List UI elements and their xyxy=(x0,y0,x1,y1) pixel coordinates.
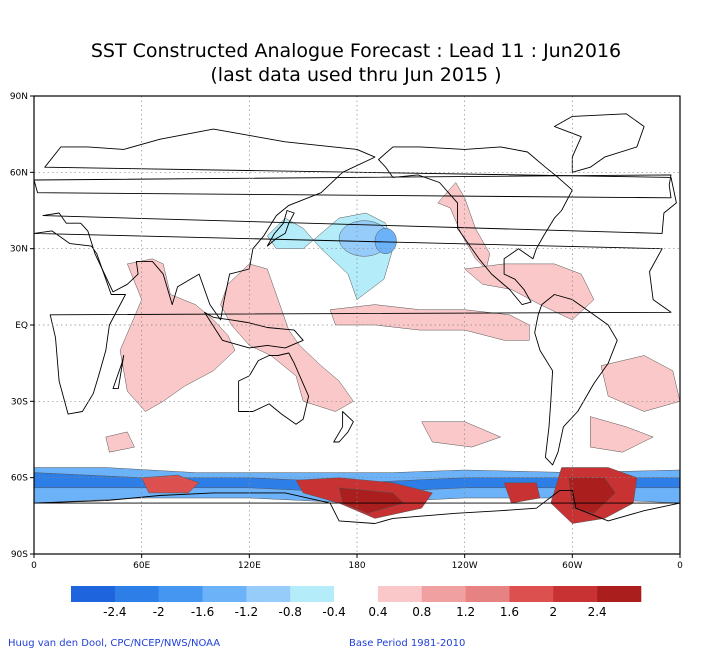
warm-anomaly-region-8 xyxy=(600,355,680,412)
warm-anomaly-region-9 xyxy=(590,416,654,453)
land-madagascar xyxy=(112,355,125,390)
colorbar-swatch-1 xyxy=(114,586,159,602)
land-eurasia xyxy=(42,128,677,321)
y-tick-label: 30S xyxy=(11,397,28,407)
warm-anomaly-region-7 xyxy=(464,263,595,321)
land-japan xyxy=(266,210,295,247)
warm-anomaly-region-10 xyxy=(421,421,501,448)
base-period-text: Base Period 1981-2010 xyxy=(349,638,466,649)
land-eurasia-wrap xyxy=(0,129,30,320)
land-north-america xyxy=(378,146,573,306)
y-tick-label: 60N xyxy=(10,168,28,178)
colorbar-swatch-9 xyxy=(465,586,510,602)
y-tick-label: 60S xyxy=(11,474,28,484)
land-indonesia xyxy=(204,311,304,349)
x-tick-label: 120E xyxy=(238,561,261,571)
colorbar-swatch-0 xyxy=(71,586,116,602)
colorbar-swatch-4 xyxy=(246,586,291,602)
land-antarctica xyxy=(34,489,680,524)
warm-anomaly-region-11 xyxy=(105,431,135,453)
x-tick-label: 60E xyxy=(133,561,150,571)
colorbar-label: -2 xyxy=(153,605,165,619)
colorbar-swatch-7 xyxy=(377,586,423,602)
colorbar-swatch-8 xyxy=(421,586,466,602)
colorbar-label: 2.4 xyxy=(588,605,607,619)
y-tick-label: 90S xyxy=(11,550,28,560)
colorbar-label: -0.8 xyxy=(279,605,302,619)
land-uk xyxy=(34,174,672,199)
colorbar-label: 1.2 xyxy=(456,605,475,619)
colorbar-swatch-2 xyxy=(158,586,203,602)
x-tick-label: 0 xyxy=(31,561,37,571)
credit-text: Huug van den Dool, CPC/NCEP/NWS/NOAA xyxy=(8,638,221,649)
y-tick-label: 90N xyxy=(10,92,28,102)
land-greenland xyxy=(553,113,645,173)
x-tick-label: 0 xyxy=(677,561,683,571)
colorbar-swatch-10 xyxy=(509,586,554,602)
colorbar-swatch-3 xyxy=(202,586,247,602)
colorbar-swatch-11 xyxy=(553,586,598,602)
y-tick-label: EQ xyxy=(15,321,28,331)
warm-anomaly-region-16 xyxy=(338,487,404,514)
colorbar-label: 0.8 xyxy=(412,605,431,619)
colorbar-label: -2.4 xyxy=(103,605,126,619)
colorbar-swatch-12 xyxy=(597,586,642,602)
colorbar-label: -0.4 xyxy=(322,605,345,619)
colorbar-label: 2 xyxy=(549,605,557,619)
cold-anomaly-region-2 xyxy=(374,228,397,255)
land-australia xyxy=(238,352,310,425)
land-south-america xyxy=(534,294,618,466)
colorbar-label: 0.4 xyxy=(368,605,387,619)
x-tick-label: 60W xyxy=(562,561,582,571)
land-africa xyxy=(34,230,672,415)
colorbar-swatch-5 xyxy=(290,586,335,602)
x-tick-label: 180 xyxy=(348,561,365,571)
land-new-zealand xyxy=(333,411,354,443)
warm-anomaly-region-14 xyxy=(141,474,200,494)
warm-anomaly-region-4 xyxy=(119,258,236,412)
warm-anomaly-region-3 xyxy=(437,182,491,270)
colorbar-label: 1.6 xyxy=(500,605,519,619)
map-subtitle: (last data used thru Jun 2015 ) xyxy=(210,64,502,86)
colorbar-swatch-6 xyxy=(334,586,379,602)
map-title: SST Constructed Analogue Forecast : Lead… xyxy=(90,40,622,62)
land-antarctica-wrap xyxy=(34,502,35,504)
colorbar-label: -1.2 xyxy=(235,605,258,619)
warm-anomaly-region-17 xyxy=(503,482,541,504)
warm-anomaly-region-5 xyxy=(220,263,354,412)
y-tick-label: 30N xyxy=(10,245,28,255)
colorbar-label: -1.6 xyxy=(191,605,214,619)
x-tick-label: 120W xyxy=(452,561,478,571)
